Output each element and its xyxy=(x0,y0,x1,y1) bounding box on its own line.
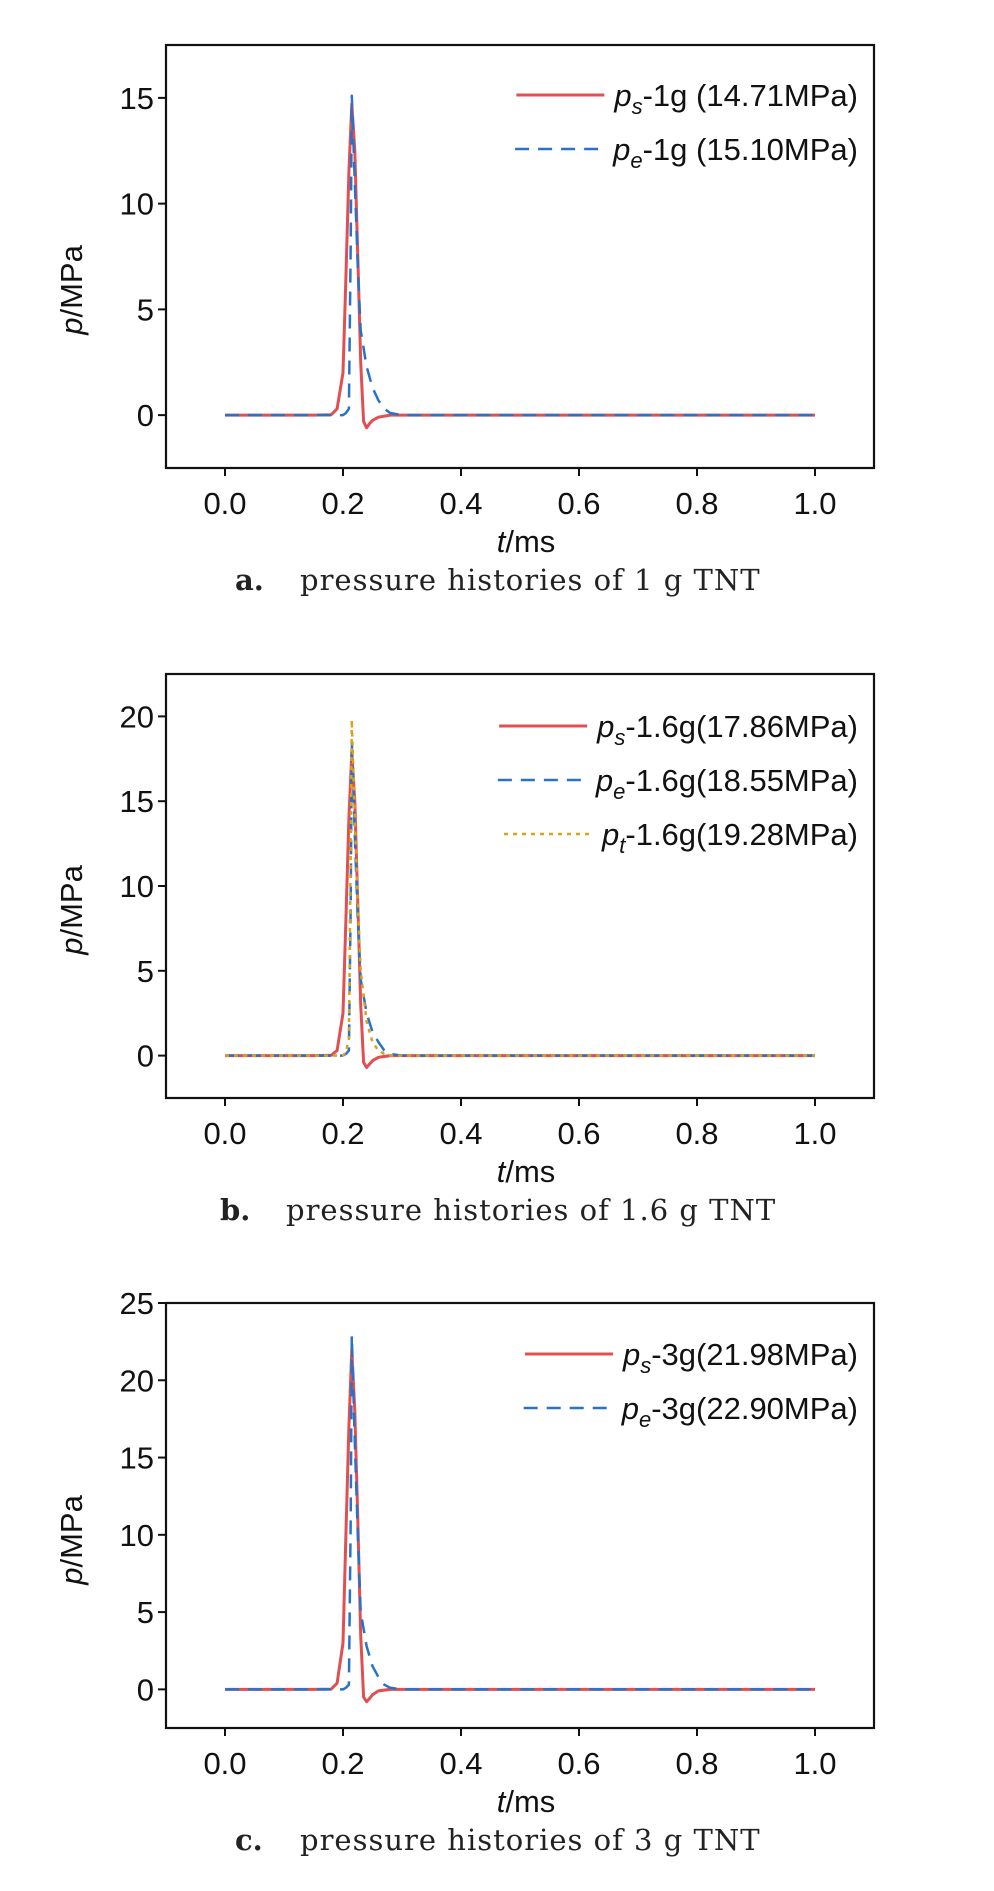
y-axis-title: p/MPa xyxy=(54,864,89,955)
y-tick-label: 20 xyxy=(120,1363,154,1398)
x-axis-title-rest: /ms xyxy=(505,524,555,559)
x-tick-label: 0.8 xyxy=(675,1746,718,1781)
x-tick-label: 0.6 xyxy=(557,1116,600,1151)
x-tick-label: 0.6 xyxy=(557,486,600,521)
y-axis-title-rest: /MPa xyxy=(54,244,89,317)
x-axis-title: t/ms xyxy=(497,1154,556,1189)
caption-letter: a. xyxy=(235,563,264,597)
series-group xyxy=(225,94,815,430)
y-tick-label: 15 xyxy=(120,784,154,819)
y-tick-label: 5 xyxy=(137,292,154,327)
caption-text: pressure histories of 1.6 g TNT xyxy=(286,1193,776,1227)
legend-label-e: pe-3g(22.90MPa) xyxy=(621,1391,858,1432)
series-line-t xyxy=(225,718,815,1057)
y-tick-label: 0 xyxy=(137,398,154,433)
y-tick-label: 0 xyxy=(137,1672,154,1707)
y-axis-title-var: p xyxy=(54,1568,89,1586)
series-group xyxy=(225,718,815,1069)
x-tick-label: 0.0 xyxy=(203,1746,246,1781)
x-tick-label: 0.2 xyxy=(321,1746,364,1781)
x-axis-title-var: t xyxy=(497,524,507,559)
caption-letter: c. xyxy=(235,1823,263,1857)
panel-1: 0.0 0.2 0.4 0.6 0.8 1.0 0 5 10 15 20 t/ms p/MPa ps-1.… xyxy=(54,672,876,1227)
x-tick-label: 0.0 xyxy=(203,1116,246,1151)
y-axis-title-var: p xyxy=(54,318,89,336)
legend-label-t: pt-1.6g(19.28MPa) xyxy=(601,817,858,858)
y-axis-title-rest: /MPa xyxy=(54,864,89,937)
legend-label-e: pe-1g (15.10MPa) xyxy=(612,132,858,173)
x-axis-title-rest: /ms xyxy=(505,1784,555,1819)
y-tick-label: 10 xyxy=(120,1518,154,1553)
x-tick-label: 0.2 xyxy=(321,486,364,521)
x-tick-label: 1.0 xyxy=(793,1746,836,1781)
panel-2: 0.0 0.2 0.4 0.6 0.8 1.0 0 5 10 15 20 25 t/ms p/MPa ps-… xyxy=(54,1286,876,1857)
x-axis-title: t/ms xyxy=(497,524,556,559)
y-tick-label: 10 xyxy=(120,187,154,222)
x-tick-label: 0.4 xyxy=(439,486,482,521)
y-tick-label: 15 xyxy=(120,81,154,116)
y-tick-label: 20 xyxy=(120,699,154,734)
y-tick-label: 10 xyxy=(120,869,154,904)
x-tick-label: 0.8 xyxy=(675,486,718,521)
x-axis-title: t/ms xyxy=(497,1784,556,1819)
y-axis-title: p/MPa xyxy=(54,1494,89,1585)
x-tick-label: 0.0 xyxy=(203,486,246,521)
legend-label-s: ps-1.6g(17.86MPa) xyxy=(596,709,858,750)
y-tick-label: 5 xyxy=(137,954,154,989)
caption-text: pressure histories of 1 g TNT xyxy=(300,563,761,597)
plot-frame xyxy=(164,1301,876,1730)
x-axis-title-var: t xyxy=(497,1154,507,1189)
y-axis-title: p/MPa xyxy=(54,244,89,335)
series-line-s xyxy=(225,751,815,1069)
x-tick-label: 1.0 xyxy=(793,486,836,521)
caption-letter: b. xyxy=(220,1193,250,1227)
x-tick-label: 0.8 xyxy=(675,1116,718,1151)
x-tick-label: 1.0 xyxy=(793,1116,836,1151)
y-axis-title-rest: /MPa xyxy=(54,1494,89,1567)
x-tick-label: 0.4 xyxy=(439,1746,482,1781)
panel-0: 0.0 0.2 0.4 0.6 0.8 1.0 0 5 10 15 t/ms p/MPa ps-1g (… xyxy=(54,43,876,597)
x-tick-label: 0.4 xyxy=(439,1116,482,1151)
legend-label-e: pe-1.6g(18.55MPa) xyxy=(595,763,858,804)
series-line-e xyxy=(225,94,815,417)
legend-label-s: ps-3g(21.98MPa) xyxy=(622,1337,858,1378)
x-tick-label: 0.2 xyxy=(321,1116,364,1151)
x-tick-label: 0.6 xyxy=(557,1746,600,1781)
x-axis-title-rest: /ms xyxy=(505,1154,555,1189)
y-tick-label: 15 xyxy=(120,1441,154,1476)
legend-label-s: ps-1g (14.71MPa) xyxy=(613,78,858,119)
y-tick-label: 5 xyxy=(137,1595,154,1630)
y-axis-title-var: p xyxy=(54,938,89,956)
series-group xyxy=(225,1334,815,1704)
x-axis-title-var: t xyxy=(497,1784,507,1819)
y-tick-label: 25 xyxy=(120,1286,154,1321)
series-line-e xyxy=(225,1334,815,1691)
plot-frame xyxy=(164,43,876,470)
y-tick-label: 0 xyxy=(137,1039,154,1074)
caption-text: pressure histories of 3 g TNT xyxy=(300,1823,761,1857)
